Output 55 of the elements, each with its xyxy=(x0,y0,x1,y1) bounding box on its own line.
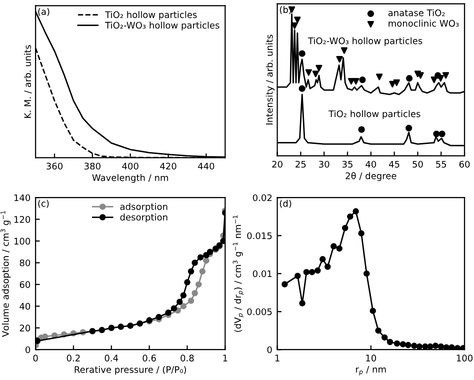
x-tick-label: 360 xyxy=(46,162,63,170)
y-tick-label: 0.005 xyxy=(247,308,272,316)
x-tick-label: 400 xyxy=(122,162,138,170)
y-tick-label: 0.01 xyxy=(252,270,272,278)
annotation: (d) xyxy=(280,200,292,208)
x-tick-label: 35 xyxy=(342,160,352,168)
y-tick-label: 60 xyxy=(20,281,30,288)
x-tick-label: 1 xyxy=(275,354,280,362)
annotation: TiO₂-WO₃ hollow particles xyxy=(308,37,422,46)
x-tick-label: 45 xyxy=(389,160,400,168)
y-tick-label: 0.015 xyxy=(247,232,272,240)
legend-label: desorption xyxy=(120,214,168,222)
x-tick-label: 20 xyxy=(272,160,282,168)
legend-label: TiO₂ hollow particles xyxy=(105,11,197,20)
x-tick-label: 0.6 xyxy=(142,354,156,362)
y-axis-title: Intensity / arb. units xyxy=(266,34,275,124)
annotation: (c) xyxy=(38,200,49,208)
annotation: TiO₂ hollow particles xyxy=(328,110,420,119)
y-axis-title: Volume adsoption / cm$^{3}$ g$^{−1}$ xyxy=(0,211,11,337)
y-tick-label: 40 xyxy=(20,302,30,310)
x-tick-label: 0.2 xyxy=(66,354,80,362)
legend-label: TiO₂-WO₃ hollow particles xyxy=(105,22,220,30)
x-axis-title: 2θ / degree xyxy=(346,172,396,181)
x-axis-title: Rerative pressure / (P/P₀) xyxy=(74,366,186,375)
y-tick-label: 0 xyxy=(267,346,272,354)
x-tick-label: 380 xyxy=(84,162,100,170)
y-tick-label: 0.02 xyxy=(252,194,272,202)
x-tick-label: 30 xyxy=(319,160,330,168)
legend-label: anatase TiO₂ xyxy=(388,9,445,16)
x-tick-label: 40 xyxy=(366,160,376,168)
x-tick-label: 25 xyxy=(296,160,306,168)
legend-label: monoclinic WO₃ xyxy=(388,20,459,27)
y-tick-label: 0 xyxy=(26,346,30,354)
y-tick-label: 100 xyxy=(14,238,30,245)
y-tick-label: 140 xyxy=(14,194,30,202)
y-tick-label: 80 xyxy=(20,259,30,266)
y-tick-label: 20 xyxy=(20,324,30,332)
x-tick-label: 440 xyxy=(198,162,214,170)
text: (dV$_{p}$ / dr$_{p}$) / cm$^{3}$ g$^{−1}$ nm$^{−1}$ xyxy=(232,215,244,332)
x-tick-label: 0.4 xyxy=(104,354,118,362)
y-axis-title: K. M. / arb. units xyxy=(24,45,32,118)
annotation: (a) xyxy=(38,8,50,16)
y-tick-label: 120 xyxy=(14,216,30,223)
x-tick-label: 420 xyxy=(160,162,176,170)
x-tick-label: 50 xyxy=(412,160,423,168)
x-tick-label: 0 xyxy=(33,354,38,362)
x-tick-label: 100 xyxy=(456,354,473,362)
x-tick-label: 60 xyxy=(459,160,470,168)
x-tick-label: 1 xyxy=(223,354,228,362)
x-tick-label: 0.8 xyxy=(180,354,194,362)
x-tick-label: 10 xyxy=(366,354,376,362)
legend-label: adsorption xyxy=(120,203,168,212)
x-axis-title: Wavelength / nm xyxy=(92,174,168,183)
x-tick-label: 55 xyxy=(436,160,446,168)
x-axis-title: r$_{p}$ / nm xyxy=(356,366,386,376)
